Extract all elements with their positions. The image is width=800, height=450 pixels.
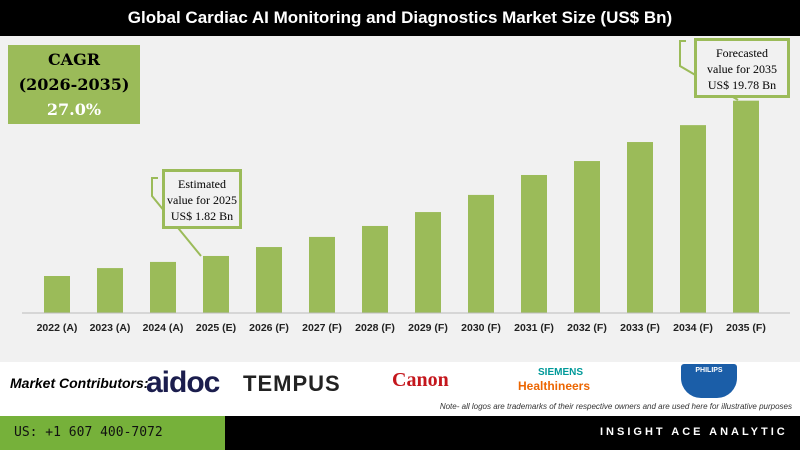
philips-logo: PHILIPS: [681, 364, 737, 398]
cagr-period: (2026-2035): [18, 75, 130, 94]
contributors-strip: Market Contributors: aidoc TEMPUS Canon …: [0, 362, 800, 416]
x-tick-label: 2033 (F): [620, 322, 660, 334]
callout-2025: Estimated value for 2025 US$ 1.82 Bn: [162, 169, 242, 229]
x-tick-label: 2025 (E): [196, 322, 236, 334]
trademark-note: Note- all logos are trademarks of their …: [439, 402, 792, 411]
x-tick-label: 2034 (F): [673, 322, 713, 334]
callout-2025-line: Estimated: [178, 177, 226, 191]
x-tick-label: 2030 (F): [461, 322, 501, 334]
bar-2025: [203, 255, 229, 313]
footer: US: +1 607 400-7072 INSIGHT ACE ANALYTIC: [0, 416, 800, 450]
phone-number: US: +1 607 400-7072: [0, 416, 225, 450]
bar-chart: 2022 (A) 2023 (A) 2024 (A) 2025 (E) 2026 (F)…: [22, 40, 790, 334]
chart-title: Global Cardiac AI Monitoring and Diagnos…: [0, 0, 800, 36]
x-tick-label: 2035 (F): [726, 322, 766, 334]
bar-2023: [97, 268, 123, 313]
x-tick-label: 2028 (F): [355, 322, 395, 334]
x-tick-label: 2024 (A): [143, 322, 184, 334]
bar-2030: [468, 194, 494, 313]
x-tick-label: 2032 (F): [567, 322, 607, 334]
cagr-label: CAGR: [47, 50, 101, 69]
aidoc-logo: aidoc: [146, 366, 220, 399]
x-tick-label: 2023 (A): [90, 322, 131, 334]
callout-2035-line: Forecasted: [716, 46, 768, 60]
callout-2035-line: US$ 19.78 Bn: [707, 78, 777, 92]
bar-2034: [680, 125, 706, 313]
canon-logo: Canon: [392, 369, 449, 391]
callout-2035: Forecasted value for 2035 US$ 19.78 Bn: [694, 38, 790, 98]
x-tick-label: 2026 (F): [249, 322, 289, 334]
x-tick-label: 2022 (A): [37, 322, 78, 334]
x-tick-label: 2031 (F): [514, 322, 554, 334]
x-tick-label: 2027 (F): [302, 322, 342, 334]
tempus-logo: TEMPUS: [243, 371, 341, 396]
bar-2035: [733, 100, 759, 313]
contributors-label: Market Contributors:: [10, 375, 149, 391]
x-tick-label: 2029 (F): [408, 322, 448, 334]
bar-2028: [362, 225, 388, 313]
bar-2027: [309, 236, 335, 313]
cagr-box: CAGR (2026-2035) 27.0%: [8, 45, 140, 124]
bar-2024: [150, 261, 176, 313]
bar-2026: [256, 247, 282, 313]
brand-name: INSIGHT ACE ANALYTIC: [600, 426, 788, 438]
callout-2025-line: US$ 1.82 Bn: [170, 209, 234, 223]
cagr-value: 27.0%: [46, 100, 102, 119]
bar-2033: [627, 142, 653, 313]
healthineers-logo: Healthineers: [518, 379, 591, 393]
bar-2029: [415, 212, 441, 313]
bar-2022: [44, 276, 70, 313]
callout-2035-line: value for 2035: [707, 62, 777, 76]
bar-2031: [521, 174, 547, 313]
siemens-logo: SIEMENS: [538, 367, 584, 378]
callout-2025-line: value for 2025: [167, 193, 237, 207]
bar-2032: [574, 161, 600, 313]
